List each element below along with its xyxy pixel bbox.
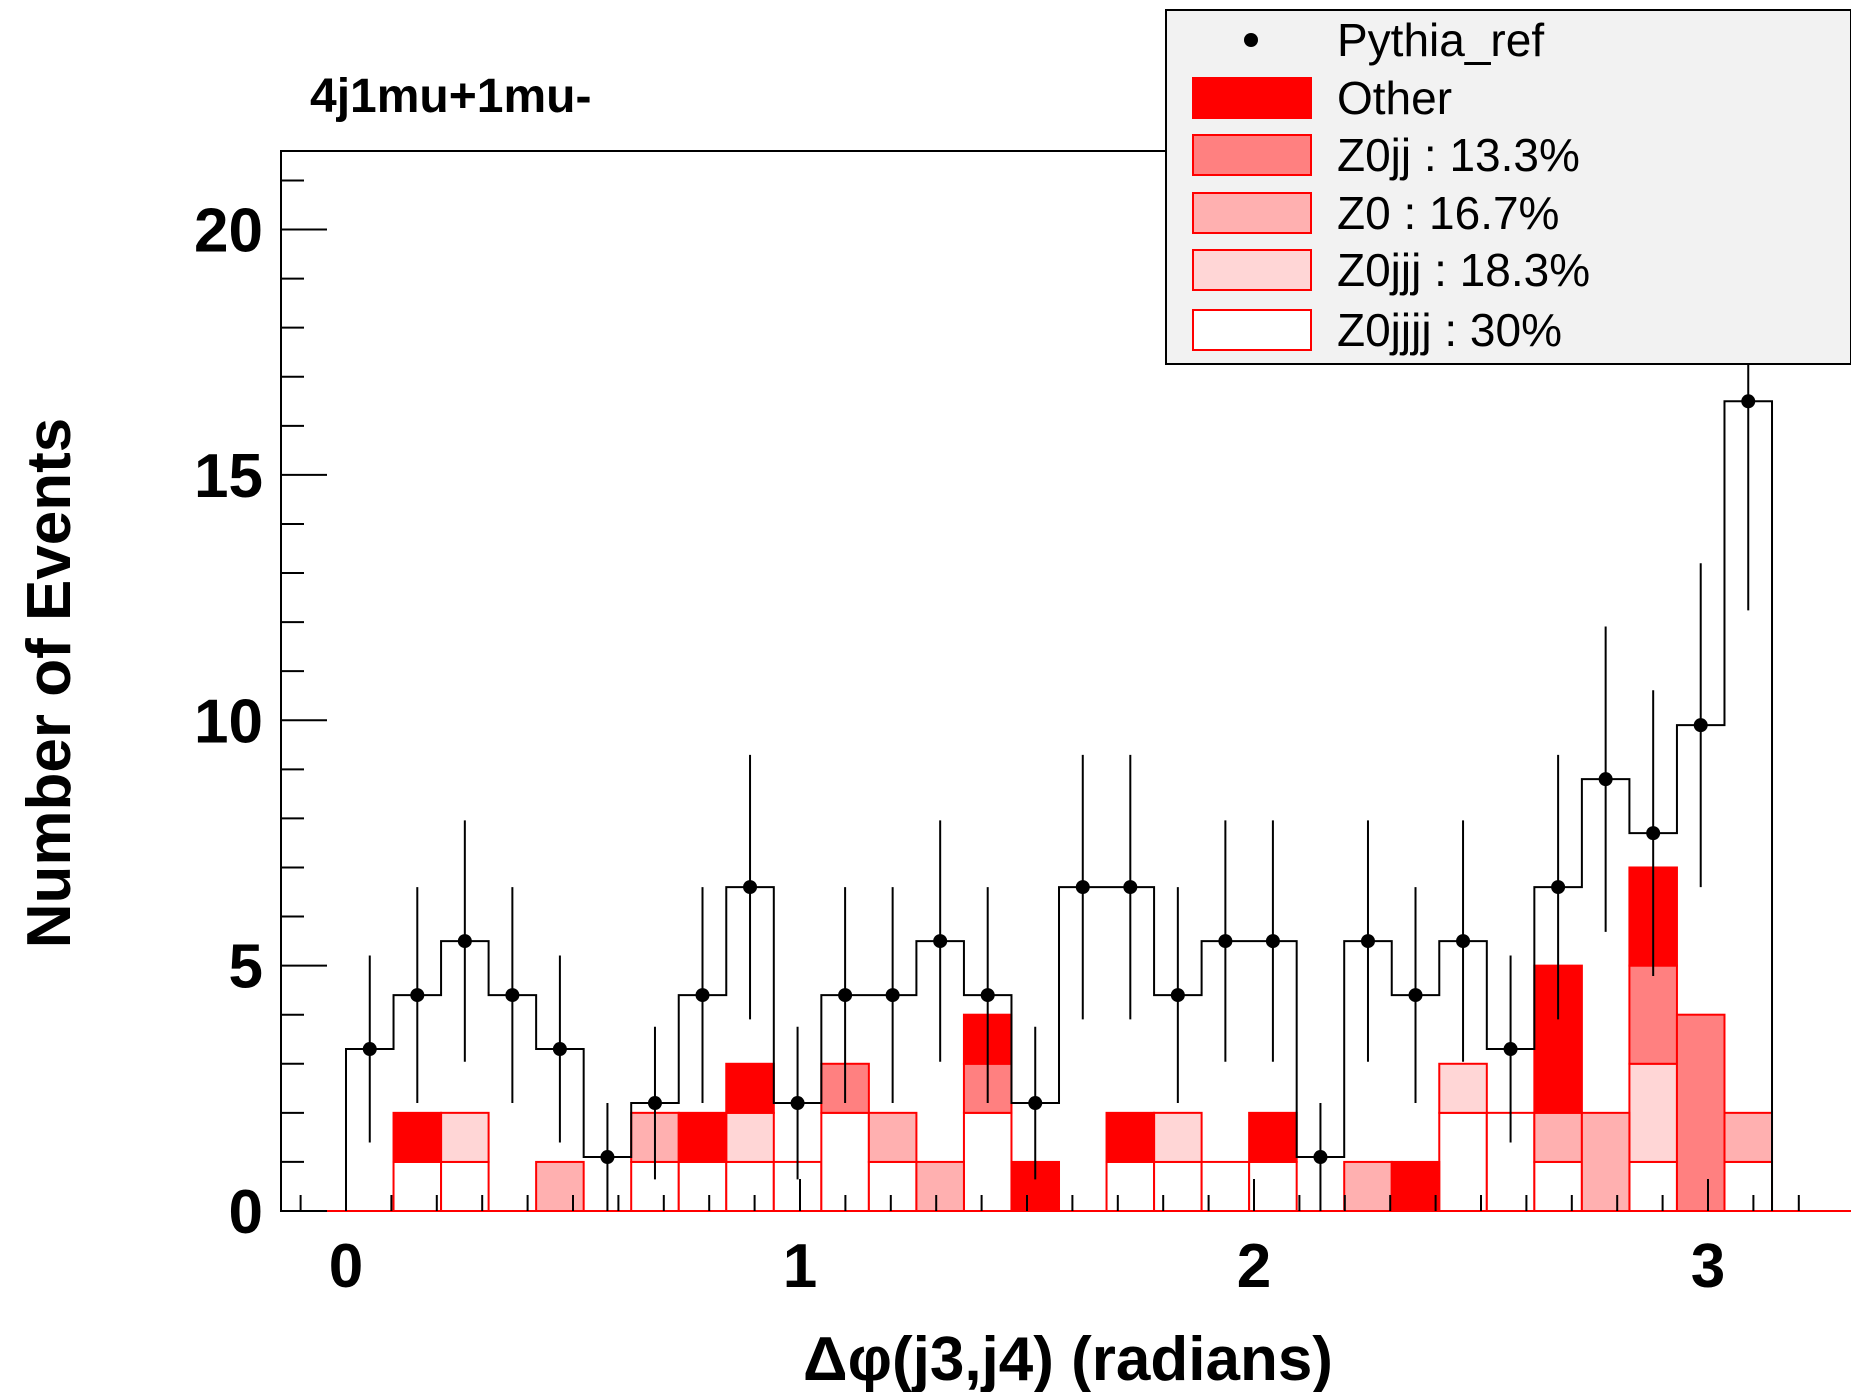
ref-point-19 <box>1265 934 1280 949</box>
ref-point-11 <box>885 988 900 1003</box>
x-tick-label-1: 1 <box>783 1232 817 1301</box>
stack-bar-s3-b28 <box>1675 1013 1726 1212</box>
stack-bar-s1-b23 <box>1438 1062 1488 1114</box>
ref-point-2 <box>457 934 472 949</box>
ref-point-13 <box>980 988 995 1003</box>
stack-bar-s4-b8 <box>725 1062 775 1114</box>
stack-bar-s0-b19 <box>1248 1160 1298 1212</box>
y-axis-title: Number of Events <box>15 418 84 949</box>
ref-point-16 <box>1123 880 1138 895</box>
ref-point-8 <box>743 880 758 895</box>
legend-label-4: Z0jjj : 18.3% <box>1337 244 1590 296</box>
stack-bar-s2-b11 <box>867 1111 918 1163</box>
legend-swatch-4 <box>1192 249 1312 291</box>
stack-bar-s4-b1 <box>392 1111 443 1163</box>
chart-title: 4j1mu+1mu- <box>310 70 591 123</box>
stack-bar-s2-b26 <box>1580 1111 1631 1212</box>
ref-point-14 <box>1028 1096 1043 1111</box>
ref-point-28 <box>1693 718 1708 733</box>
ref-point-9 <box>790 1096 805 1111</box>
ref-point-25 <box>1551 880 1566 895</box>
stack-bar-s0-b7 <box>677 1160 728 1212</box>
stack-bar-s1-b27 <box>1628 1062 1678 1163</box>
ref-point-23 <box>1456 934 1471 949</box>
stack-bar-s2-b12 <box>915 1160 965 1212</box>
y-tick-label-20: 20 <box>194 197 263 266</box>
legend-label-2: Z0jj : 13.3% <box>1337 129 1580 181</box>
stack-bar-s4-b22 <box>1390 1160 1441 1212</box>
ref-point-4 <box>552 1042 567 1057</box>
stack-bar-s0-b27 <box>1628 1160 1678 1212</box>
stack-bar-s0-b8 <box>725 1160 775 1212</box>
ref-point-27 <box>1646 826 1661 841</box>
x-tick-label-2: 2 <box>1237 1232 1271 1301</box>
ref-point-0 <box>362 1042 377 1057</box>
stack-bar-s1-b2 <box>440 1111 490 1163</box>
stack-bar-s0-b23 <box>1438 1111 1488 1212</box>
axes: 0 5 10 15 20 0 1 2 3 <box>194 179 1800 1301</box>
legend-swatch-1 <box>1192 77 1312 119</box>
ref-point-29 <box>1741 394 1756 409</box>
legend-swatch-3 <box>1192 192 1312 234</box>
legend-swatch-2 <box>1192 134 1312 176</box>
ref-point-12 <box>933 934 948 949</box>
legend-label-3: Z0 : 16.7% <box>1337 187 1559 239</box>
legend-label-5: Z0jjjj : 30% <box>1337 304 1562 356</box>
legend-marker-reference <box>1244 33 1258 47</box>
ref-point-3 <box>505 988 520 1003</box>
ref-point-26 <box>1598 772 1613 787</box>
stack-bar-s4-b16 <box>1105 1111 1156 1163</box>
reference-step-line <box>345 400 1774 1211</box>
ref-point-24 <box>1503 1042 1518 1057</box>
ref-point-20 <box>1313 1150 1328 1165</box>
stack-bar-s3-b27 <box>1628 964 1678 1065</box>
stack-bar-s0-b16 <box>1105 1160 1156 1212</box>
stack-bar-s0-b29 <box>1723 1160 1774 1212</box>
legend-swatch-5 <box>1192 309 1312 351</box>
stack-bar-s0-b1 <box>392 1160 443 1212</box>
stack-bar-s0-b17 <box>1153 1160 1203 1212</box>
stack-bar-s0-b25 <box>1533 1160 1583 1212</box>
stack-bar-s4-b7 <box>677 1111 728 1163</box>
ref-point-1 <box>410 988 425 1003</box>
x-axis-title: Δφ(j3,j4) (radians) <box>803 1325 1333 1392</box>
ref-point-7 <box>695 988 710 1003</box>
y-tick-label-5: 5 <box>229 933 263 1002</box>
legend-box <box>1165 9 1851 365</box>
stack-bar-s0-b11 <box>867 1160 918 1212</box>
ref-point-15 <box>1075 880 1090 895</box>
legend-label-0: Pythia_ref <box>1337 14 1544 66</box>
x-tick-label-0: 0 <box>329 1232 363 1301</box>
ref-point-21 <box>1360 934 1375 949</box>
y-tick-label-10: 10 <box>194 687 263 756</box>
stack-bar-s2-b4 <box>535 1160 585 1212</box>
ref-point-22 <box>1408 988 1423 1003</box>
stack-bar-s0-b13 <box>962 1111 1013 1212</box>
ref-point-18 <box>1218 934 1233 949</box>
y-tick-label-15: 15 <box>194 442 263 511</box>
stack-bar-s1-b17 <box>1153 1111 1203 1163</box>
stacked-histogram <box>281 866 1851 1212</box>
reference-histogram <box>345 192 1774 1211</box>
stack-bar-s4-b19 <box>1248 1111 1298 1163</box>
stack-bar-s1-b8 <box>725 1111 775 1163</box>
ref-point-5 <box>600 1150 615 1165</box>
ref-point-10 <box>838 988 853 1003</box>
stack-bar-s2-b21 <box>1343 1160 1393 1212</box>
legend-label-1: Other <box>1337 72 1452 124</box>
x-tick-label-3: 3 <box>1691 1232 1725 1301</box>
y-tick-label-0: 0 <box>229 1178 263 1247</box>
ref-point-6 <box>647 1096 662 1111</box>
ref-point-17 <box>1170 988 1185 1003</box>
stack-bar-s2-b25 <box>1533 1111 1583 1163</box>
stack-bar-s2-b29 <box>1723 1111 1774 1163</box>
